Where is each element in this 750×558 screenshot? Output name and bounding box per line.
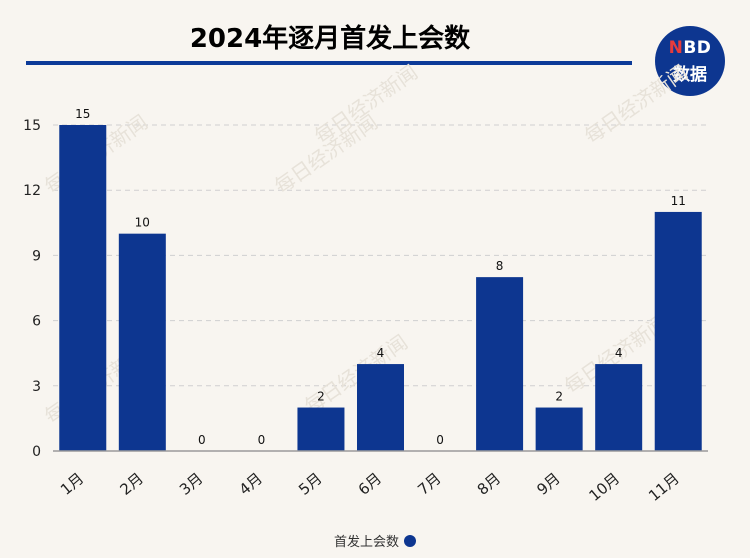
legend: 首发上会数 — [0, 531, 750, 550]
nbd-logo: NBD 数据 — [655, 26, 725, 96]
bar — [595, 364, 643, 451]
legend-marker — [404, 535, 416, 547]
x-tick-label: 1月 — [57, 469, 87, 499]
bars: 15 10 0 0 2 4 0 8 2 4 11 — [59, 107, 702, 451]
bar — [654, 211, 702, 451]
x-tick-label: 3月 — [176, 469, 206, 499]
y-tick-label: 12 — [23, 183, 41, 199]
bar-value-label: 0 — [258, 433, 266, 447]
bar-value-label: 2 — [317, 390, 325, 404]
bar-value-label: 15 — [75, 107, 90, 121]
bar-value-label: 4 — [377, 346, 385, 360]
x-tick-label: 2月 — [117, 469, 147, 499]
watermark-text: 每日经济新闻 — [580, 60, 692, 148]
chart-title: 2024年逐月首发上会数 — [189, 24, 471, 54]
bar-value-label: 11 — [671, 194, 686, 208]
bar — [357, 364, 404, 451]
x-tick-label: 11月 — [645, 469, 683, 505]
bar — [59, 125, 107, 451]
x-tick-label: 9月 — [533, 469, 563, 499]
y-tick-label: 3 — [32, 379, 41, 395]
x-tick-label: 8月 — [474, 469, 504, 499]
legend-label: 首发上会数 — [333, 535, 399, 550]
x-tick-label: 4月 — [236, 469, 266, 499]
bar-value-label: 10 — [135, 216, 150, 230]
bar-value-label: 4 — [615, 346, 623, 360]
x-tick-label: 5月 — [295, 469, 325, 499]
bar — [297, 407, 345, 451]
y-tick-label: 9 — [32, 248, 41, 264]
logo-bottom-text: 数据 — [673, 65, 707, 85]
title-underline — [26, 61, 632, 65]
x-tick-label: 6月 — [355, 469, 385, 499]
bar-value-label: 2 — [555, 390, 563, 404]
bar — [118, 233, 166, 451]
y-tick-label: 0 — [32, 444, 41, 460]
logo-accent-letter: N — [668, 38, 684, 58]
bar — [535, 407, 583, 451]
bar-value-label: 0 — [436, 433, 444, 447]
bar-value-label: 0 — [198, 433, 206, 447]
logo-top-rest: BD — [683, 38, 712, 58]
x-tick-label: 7月 — [414, 469, 444, 499]
bar-value-label: 8 — [496, 259, 504, 273]
x-tick-label: 10月 — [586, 469, 624, 505]
y-tick-label: 15 — [23, 118, 41, 134]
y-tick-label: 6 — [32, 314, 41, 330]
bar — [476, 277, 524, 451]
